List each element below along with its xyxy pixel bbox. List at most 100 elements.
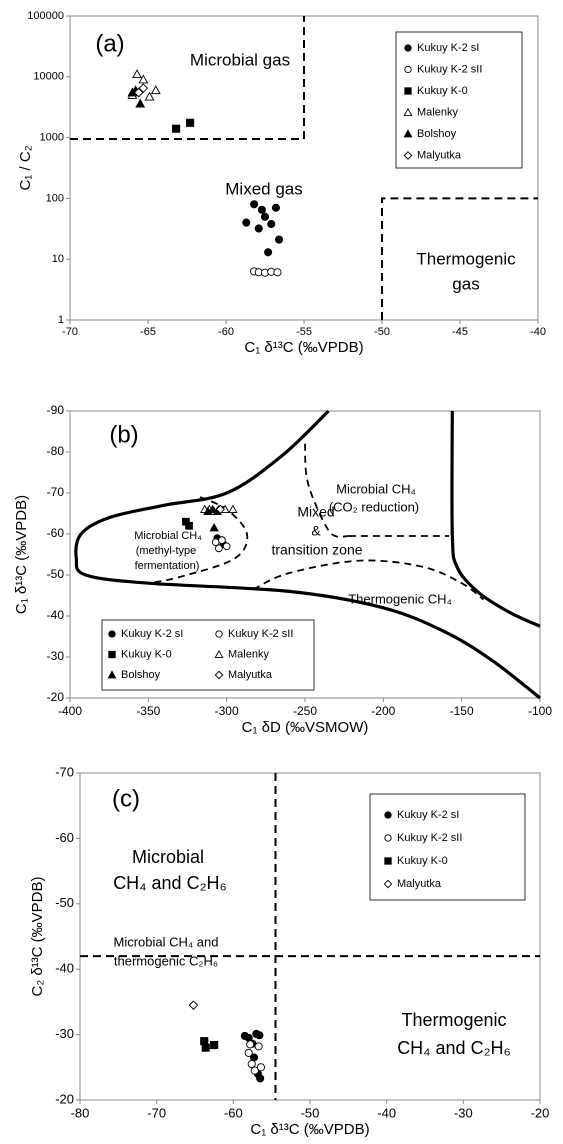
region-label: thermogenic C₂H₆	[114, 953, 218, 968]
legend-label: Malyutka	[417, 149, 462, 161]
data-point	[150, 85, 161, 95]
data-point	[264, 248, 273, 257]
x-tick-label: -70	[62, 326, 78, 338]
legend-label: Kukuy K-2 sI	[397, 809, 459, 821]
x-tick-label: -300	[215, 704, 239, 718]
legend-marker	[384, 811, 392, 819]
x-tick-label: -55	[296, 326, 312, 338]
data-point	[209, 523, 219, 532]
x-tick-label: -200	[371, 704, 395, 718]
region-label: Mixed	[297, 504, 334, 520]
x-tick-label: -70	[147, 1105, 166, 1120]
y-tick-label: 100	[46, 192, 64, 204]
data-point	[201, 1043, 210, 1052]
region-label: Thermogenic CH₄	[348, 591, 452, 606]
region-label: Microbial CH₄	[336, 481, 416, 496]
data-point	[138, 83, 149, 93]
envelope-thermogenic	[450, 410, 541, 628]
y-tick-label: -40	[55, 961, 74, 976]
data-point	[215, 504, 225, 514]
legend-label: Malenky	[228, 648, 269, 660]
data-point	[144, 91, 155, 101]
data-point	[267, 219, 276, 228]
region-label: CH₄ and C₂H₆	[113, 873, 227, 893]
data-point	[132, 69, 142, 79]
legend-marker	[403, 129, 413, 138]
y-tick-label: -80	[47, 444, 65, 458]
legend-marker	[214, 649, 224, 658]
legend-label: Malenky	[417, 106, 458, 118]
legend-marker	[215, 630, 223, 638]
region-label: transition zone	[271, 542, 362, 558]
data-point	[172, 124, 181, 133]
legend-label: Kukuy K-2 sI	[121, 628, 183, 640]
legend-label: Malyutka	[228, 669, 273, 681]
x-tick-label: -400	[58, 704, 82, 718]
y-tick-label: -20	[55, 1091, 74, 1106]
y-tick-label: -70	[47, 485, 65, 499]
y-tick-label: -90	[47, 403, 65, 417]
data-point	[256, 1074, 265, 1083]
data-point	[260, 212, 270, 221]
data-point	[222, 542, 231, 551]
y-axis-label: C₁ δ¹³C (‰VPDB)	[13, 495, 30, 614]
data-point	[214, 544, 223, 553]
y-tick-label: -70	[55, 764, 74, 779]
legend-marker	[107, 670, 117, 679]
panel-c: -80 -70 -60 -50 -40 -30 -20 -70 -60 -50 -40 -30 -20 (…	[29, 764, 549, 1138]
data-point	[218, 536, 226, 545]
legend-marker	[403, 107, 413, 116]
legend-label: Bolshoy	[417, 128, 457, 140]
region-label: Microbial CH₄	[134, 530, 202, 542]
data-point	[242, 218, 251, 227]
legend-label: Kukuy K-0	[121, 648, 172, 660]
data-point	[133, 87, 144, 98]
y-tick-label: -20	[47, 690, 65, 704]
legend-marker	[384, 834, 392, 842]
y-tick-label: -40	[47, 608, 65, 622]
y-tick-label: -50	[55, 895, 74, 910]
legend-marker	[108, 630, 116, 638]
legend-label: Bolshoy	[121, 669, 161, 681]
data-point	[256, 1063, 265, 1072]
legend-marker	[404, 65, 412, 74]
boundary-co2	[304, 443, 349, 538]
panel-b: -400 -350 -300 -250 -200 -150 -100 -90 -80 -70 -60…	[13, 403, 552, 736]
data-point	[185, 521, 193, 530]
x-axis-label: C₁ δ¹³C (‰VPDB)	[250, 1121, 369, 1138]
y-tick-label: 10	[52, 253, 64, 265]
region-label: Microbial CH₄ and	[113, 934, 218, 949]
x-tick-label: -50	[301, 1105, 320, 1120]
boundary-transition	[252, 559, 485, 601]
region-label: Thermogenic	[416, 249, 516, 268]
region-label: Mixed gas	[225, 179, 302, 198]
x-tick-label: -350	[136, 704, 160, 718]
legend: Kukuy K-2 sI Kukuy K-2 sII Kukuy K-0 Malyut…	[369, 793, 526, 901]
x-axis-label: C₁ δ¹³C (‰VPDB)	[244, 339, 363, 356]
legend-marker	[383, 879, 393, 889]
boundary-thermogenic	[381, 197, 538, 320]
panel-label: (a)	[95, 30, 124, 57]
x-tick-label: -45	[452, 326, 468, 338]
panel-label: (b)	[109, 421, 138, 448]
data-point	[274, 235, 284, 244]
x-tick-label: -60	[218, 326, 234, 338]
legend-label: Kukuy K-2 sI	[417, 42, 479, 54]
y-axis-label: C₁ / C₂	[17, 145, 34, 190]
y-tick-label: -60	[47, 526, 65, 540]
data-point	[135, 98, 146, 108]
data-point	[255, 1031, 264, 1040]
legend-label: Kukuy K-2 sII	[397, 832, 462, 844]
data-point	[188, 1000, 199, 1010]
region-label: Microbial	[132, 847, 204, 867]
data-point	[250, 1066, 259, 1075]
x-tick-label: -50	[374, 326, 390, 338]
y-tick-label: 100000	[27, 10, 64, 22]
data-point	[257, 205, 266, 214]
x-tick-label: -80	[71, 1105, 90, 1120]
y-tick-label: -30	[47, 649, 65, 663]
y-tick-label: -30	[55, 1026, 74, 1041]
legend: Kukuy K-2 sI Kukuy K-2 sII Kukuy K-0 Malenk…	[101, 619, 315, 691]
data-point	[250, 200, 259, 209]
